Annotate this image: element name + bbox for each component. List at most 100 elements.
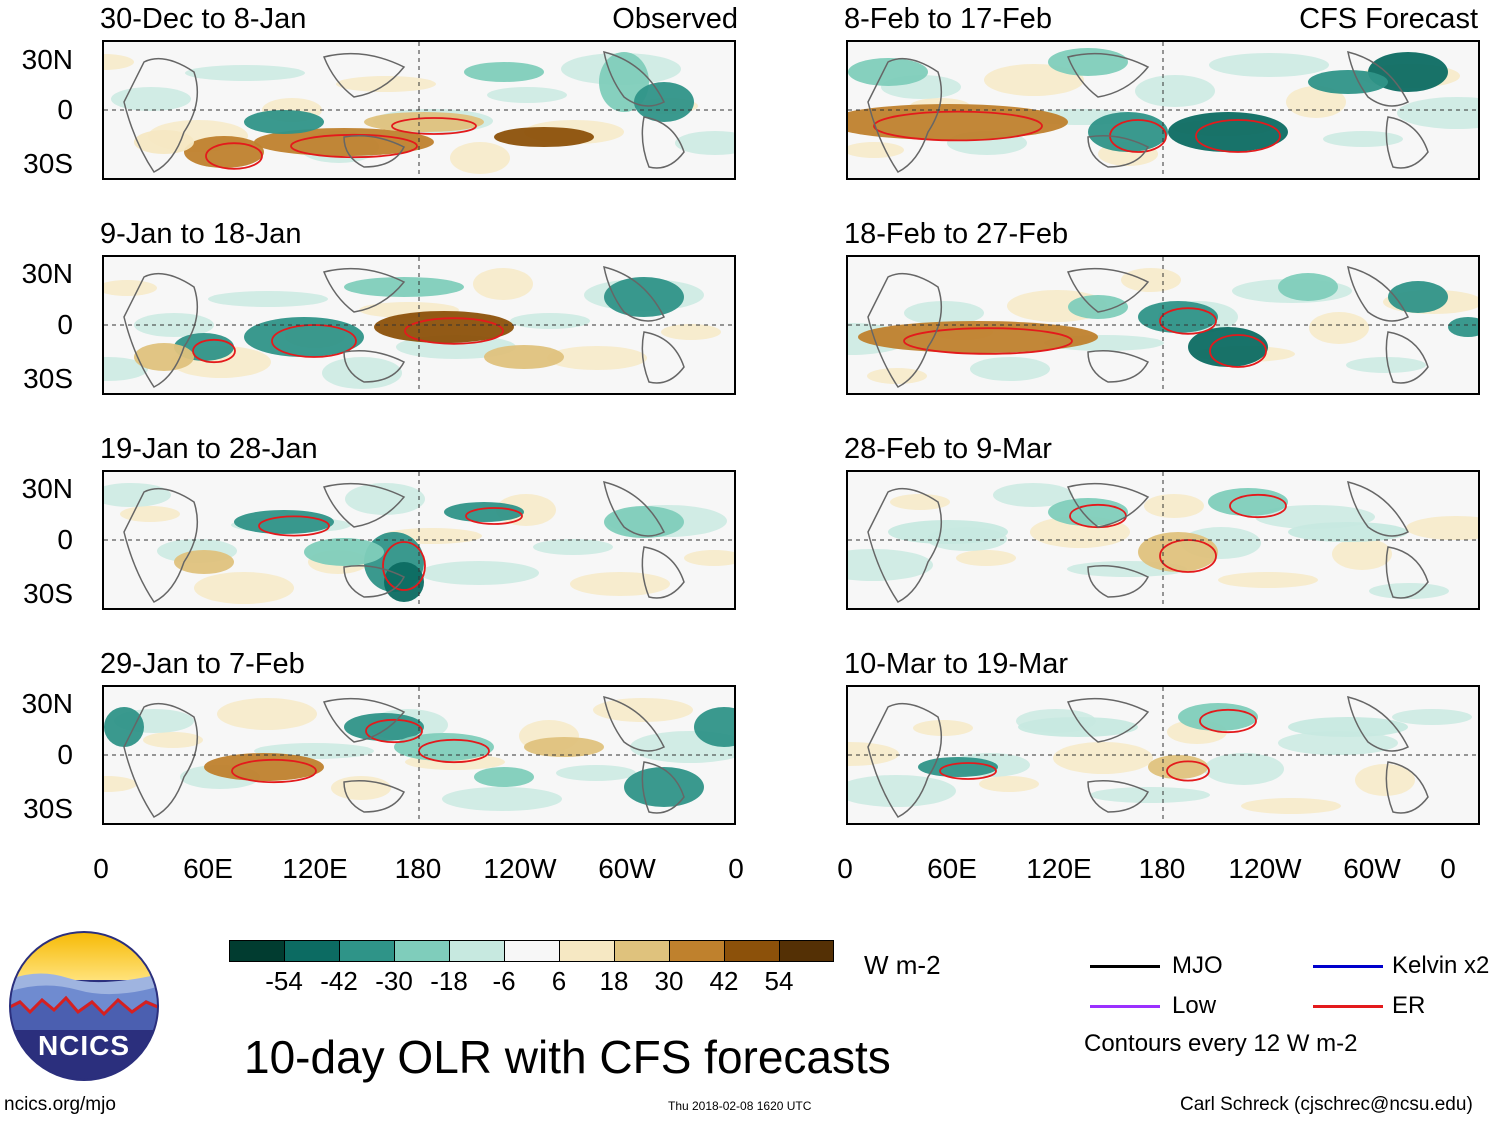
map-panel [102, 470, 736, 610]
coastline [1347, 50, 1410, 107]
lon-label: 60W [598, 853, 656, 884]
colorbar-label: -6 [492, 966, 516, 996]
lat-label: 0 [57, 309, 73, 340]
olr-anomaly-blob [384, 562, 424, 602]
lat-label: 30N [21, 258, 73, 289]
colorbar-label: 54 [764, 966, 794, 996]
coastline [343, 350, 406, 383]
lat-label: 30N [21, 473, 73, 504]
olr-anomaly-band [1406, 516, 1478, 540]
olr-anomaly-band [1121, 268, 1181, 292]
panel-title: 18-Feb to 27-Feb [844, 218, 1069, 250]
colorbar-label: -54 [265, 966, 303, 996]
lon-label: 0 [728, 853, 744, 884]
olr-map [848, 472, 1478, 608]
coastline [1385, 546, 1429, 599]
panel-title: 30-Dec to 8-Jan [100, 3, 307, 35]
coastline [123, 702, 199, 818]
olr-anomaly-band [487, 87, 567, 103]
olr-anomaly-blob [624, 767, 704, 807]
olr-anomaly-band [450, 142, 510, 174]
ncics-logo-graphic [9, 931, 159, 1081]
panel-tag: Observed [612, 3, 738, 35]
olr-anomaly-blob [344, 277, 464, 297]
coastline [1087, 135, 1150, 168]
olr-anomaly-blob [374, 311, 514, 343]
lat-label: 30N [21, 44, 73, 75]
er-contour [1199, 708, 1257, 734]
er-contour [1229, 493, 1287, 519]
coastline [867, 702, 943, 818]
lat-label: 0 [57, 524, 73, 555]
coastline [343, 780, 406, 813]
coastline [1347, 265, 1410, 322]
olr-anomaly-band [194, 572, 294, 604]
olr-anomaly-blob [1388, 281, 1448, 313]
panel-title: 8-Feb to 17-Feb [844, 3, 1052, 35]
olr-anomaly-band [322, 357, 402, 389]
coastline [1087, 565, 1150, 598]
coastline [867, 272, 943, 388]
olr-anomaly-band [1241, 798, 1341, 814]
er-contour [205, 142, 263, 170]
coastline [641, 331, 685, 384]
coastline [1066, 482, 1150, 528]
olr-anomaly-blob [444, 502, 524, 522]
olr-anomaly-band [904, 301, 984, 325]
olr-anomaly-blob [474, 767, 534, 787]
olr-anomaly-band [848, 742, 899, 766]
olr-anomaly-band [208, 291, 328, 307]
colorbar-swatch [724, 940, 780, 962]
map-panel [102, 40, 736, 180]
colorbar-label: 18 [599, 966, 629, 996]
colorbar-label: -18 [430, 966, 468, 996]
olr-anomaly-blob [1288, 522, 1408, 542]
lon-label: 120E [282, 853, 348, 884]
lon-label: 0 [93, 853, 109, 884]
olr-anomaly-band [104, 54, 134, 70]
olr-anomaly-blob [848, 104, 1068, 140]
olr-anomaly-band [1355, 764, 1415, 796]
olr-anomaly-blob [134, 343, 194, 371]
colorbar-swatch [394, 940, 450, 962]
olr-anomaly-band [1135, 75, 1215, 107]
coastline [343, 135, 406, 168]
olr-anomaly-band [984, 64, 1084, 96]
olr-anomaly-band [473, 268, 533, 300]
logo-text: NCICS [37, 1030, 131, 1061]
olr-anomaly-band [1209, 53, 1329, 77]
er-contour [1195, 119, 1281, 153]
colorbar-swatch [614, 940, 670, 962]
coastline [867, 487, 943, 603]
colorbar-swatch [504, 940, 560, 962]
olr-anomaly-blob [1088, 112, 1168, 152]
olr-anomaly-band [1323, 131, 1403, 147]
legend-label-low: Low [1172, 992, 1217, 1019]
legend-label-er: ER [1392, 992, 1426, 1019]
lon-label: 120W [483, 853, 557, 884]
footer-url[interactable]: ncics.org/mjo [4, 1094, 116, 1115]
olr-anomaly-blob [484, 345, 564, 369]
legend-line-mjo [1090, 965, 1160, 968]
olr-anomaly-band [1144, 494, 1204, 518]
olr-anomaly-band [890, 494, 950, 510]
olr-anomaly-band [104, 280, 157, 296]
coastline [1066, 52, 1150, 98]
olr-anomaly-band [104, 776, 137, 792]
legend-line-low [1090, 1005, 1160, 1008]
lat-label: 30N [21, 688, 73, 719]
olr-anomaly-blob [244, 110, 324, 134]
lon-label: 60E [183, 853, 233, 884]
olr-anomaly-band [979, 776, 1039, 792]
olr-map [104, 42, 734, 178]
olr-anomaly-blob [174, 550, 234, 574]
map-panel [846, 685, 1480, 825]
colorbar-swatch [559, 940, 615, 962]
olr-anomaly-blob [1048, 48, 1128, 76]
olr-anomaly-blob [394, 733, 494, 761]
olr-anomaly-blob [104, 707, 144, 747]
colorbar-swatch [449, 940, 505, 962]
olr-anomaly-band [661, 324, 721, 340]
olr-anomaly-blob [304, 538, 384, 566]
coastline [867, 57, 943, 173]
